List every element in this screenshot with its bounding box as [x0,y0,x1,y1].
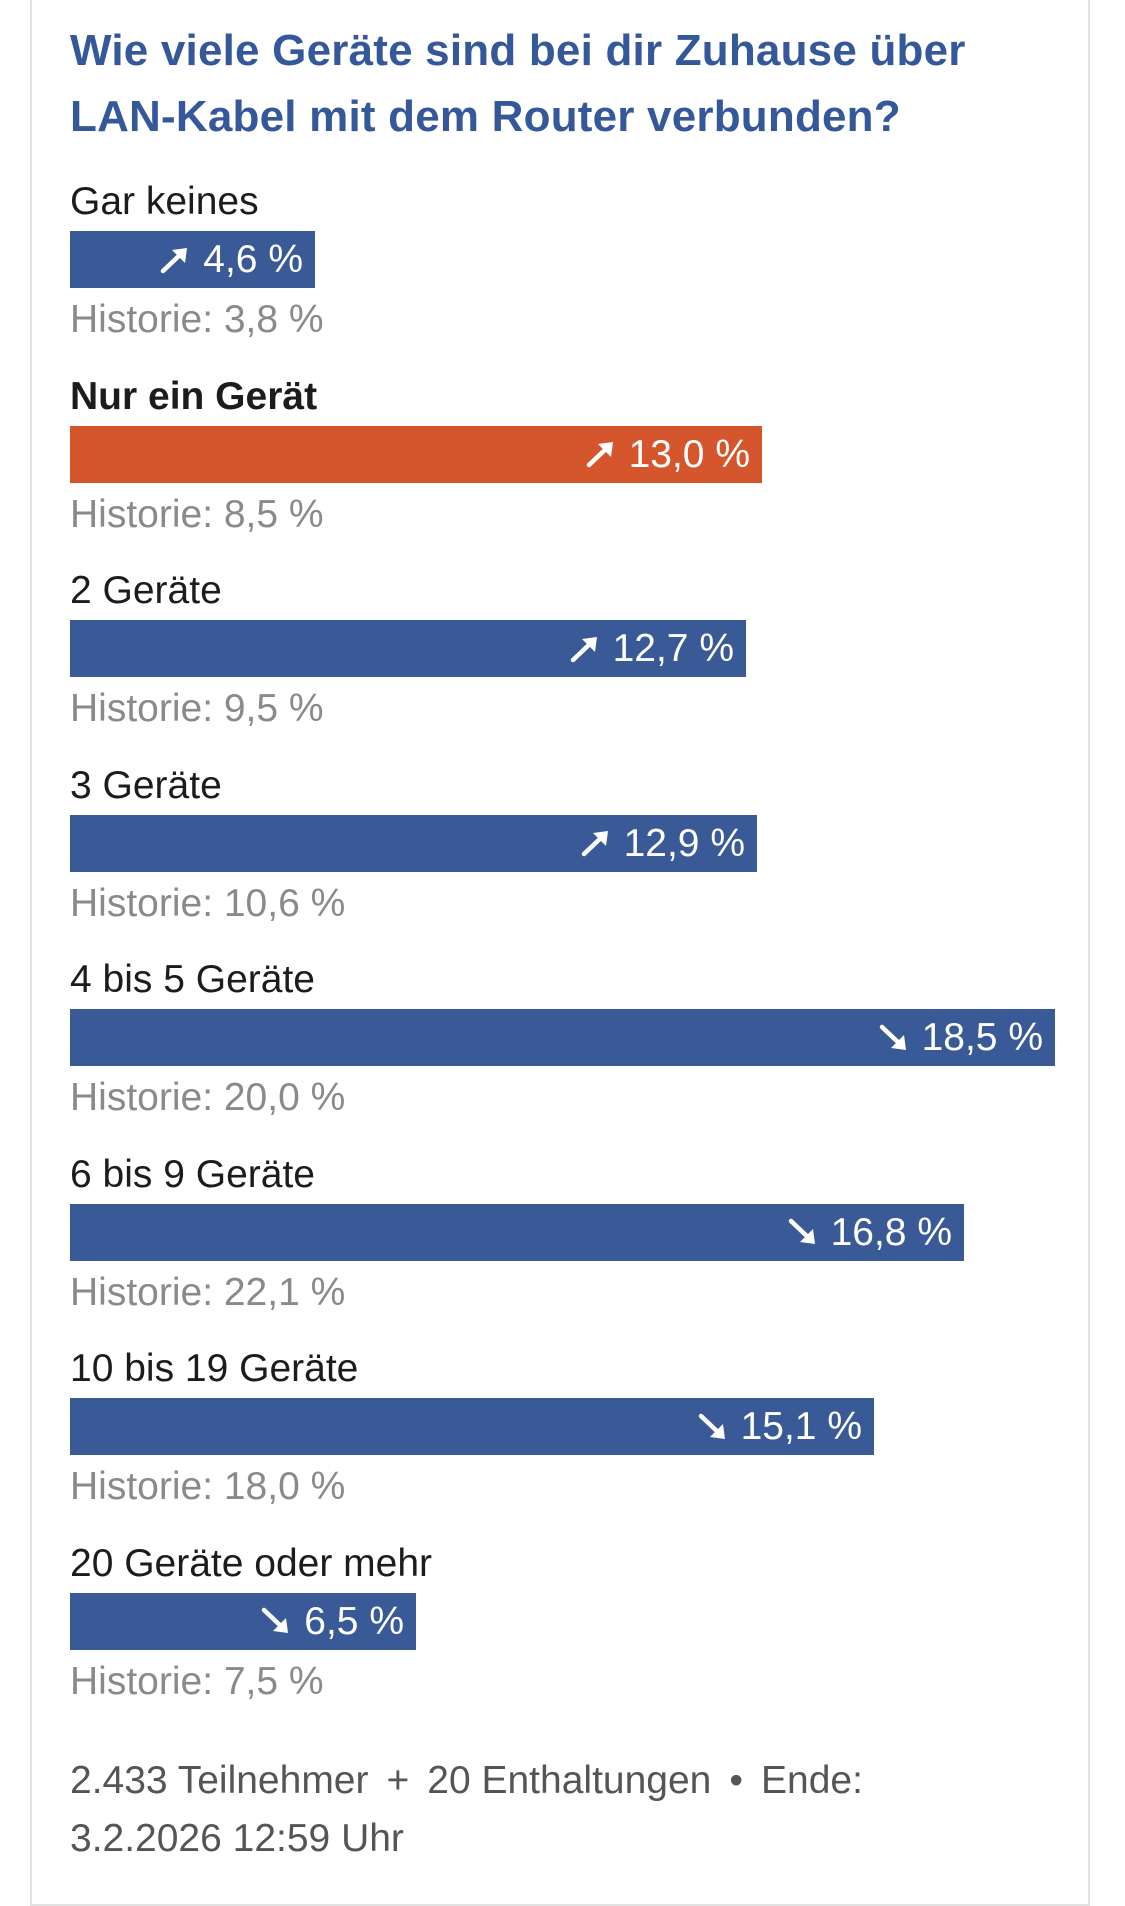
poll-footer: 2.433 Teilnehmer +20 Enthaltungen • Ende: 3… [70,1752,1040,1868]
history-value: Historie: 7,5 % [70,1659,324,1703]
plus-separator: + [386,1759,410,1802]
participants-count: 2.433 Teilnehmer [70,1759,369,1802]
option-label: Nur ein Gerät [70,374,318,418]
arrow-up-right-icon [569,632,603,666]
poll-option[interactable]: 6 bis 9 Geräte 16,8 % Historie: 22,1 % [70,1147,1070,1337]
result-bar[interactable]: 6,5 % [70,1592,416,1650]
result-bar[interactable]: 15,1 % [70,1398,874,1455]
abstentions-count: 20 Enthaltungen [427,1759,712,1802]
history-value: Historie: 22,1 % [70,1270,346,1314]
history-value: Historie: 18,0 % [70,1465,346,1508]
poll-option[interactable]: 10 bis 19 Geräte 15,1 % Historie: 18,0 % [70,1341,1070,1531]
option-label: Gar keines [70,180,259,223]
arrow-down-right-icon [878,1021,912,1055]
arrow-down-right-icon [260,1604,294,1638]
history-value: Historie: 9,5 % [70,687,324,730]
arrow-up-right-icon [159,243,193,277]
poll-option[interactable]: 4 bis 5 Geräte 18,5 % Historie: 20,0 % [70,952,1070,1142]
result-bar[interactable]: 12,7 % [70,620,746,677]
option-label: 6 bis 9 Geräte [70,1152,315,1196]
arrow-down-right-icon [787,1215,821,1249]
option-label: 2 Geräte [70,569,222,612]
percent-value: 16,8 % [830,1210,952,1254]
poll-option[interactable]: 2 Geräte 12,7 % Historie: 9,5 % [70,563,1070,753]
poll-option[interactable]: Nur ein Gerät 13,0 % Historie: 8,5 % [70,369,1070,559]
arrow-up-right-icon [580,826,614,860]
option-label: 10 bis 19 Geräte [70,1347,359,1390]
poll-option[interactable]: 20 Geräte oder mehr 6,5 % Historie: 7,5 % [70,1536,1070,1726]
percent-value: 4,6 % [203,238,303,281]
percent-value: 18,5 % [921,1016,1043,1059]
history-value: Historie: 10,6 % [70,881,346,925]
dot-separator: • [729,1759,744,1802]
percent-value: 13,0 % [628,432,750,476]
poll-option[interactable]: Gar keines 4,6 % Historie: 3,8 % [70,174,1070,364]
percent-value: 12,7 % [612,627,734,670]
history-value: Historie: 20,0 % [70,1076,346,1119]
option-label: 3 Geräte [70,763,222,807]
percent-value: 15,1 % [740,1405,862,1448]
end-label: Ende: [761,1759,863,1802]
result-bar-selected[interactable]: 13,0 % [70,425,762,483]
poll-option[interactable]: 3 Geräte 12,9 % Historie: 10,6 % [70,758,1070,948]
result-bar[interactable]: 12,9 % [70,814,757,872]
end-time: 3.2.2026 12:59 Uhr [70,1817,404,1860]
result-bar[interactable]: 16,8 % [70,1203,964,1261]
arrow-up-right-icon [585,437,619,471]
poll-title: Wie viele Geräte sind bei dir Zuhause üb… [70,26,966,141]
percent-value: 12,9 % [623,821,745,865]
percent-value: 6,5 % [304,1599,404,1643]
arrow-down-right-icon [697,1410,731,1444]
result-bar[interactable]: 18,5 % [70,1009,1055,1066]
option-label: 4 bis 5 Geräte [70,958,315,1001]
poll-card [30,0,1090,1906]
option-label: 20 Geräte oder mehr [70,1541,433,1585]
history-value: Historie: 8,5 % [70,492,324,536]
history-value: Historie: 3,8 % [70,298,324,341]
result-bar[interactable]: 4,6 % [70,231,315,288]
